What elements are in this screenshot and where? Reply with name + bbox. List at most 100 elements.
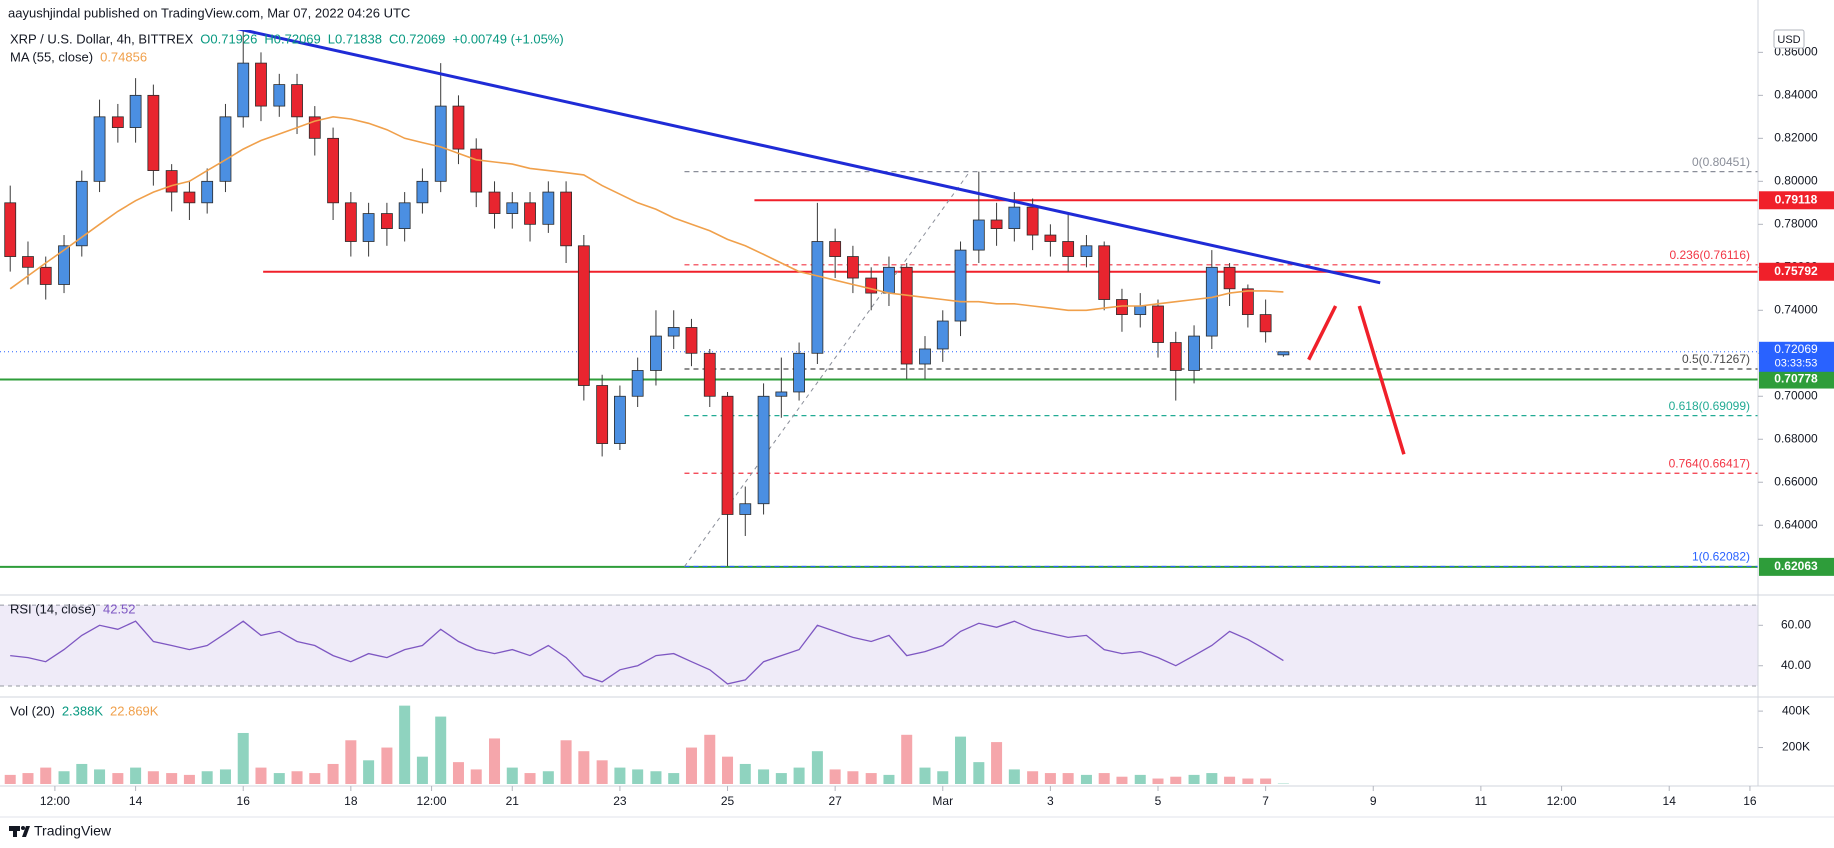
- x-tick-label: 5: [1155, 794, 1162, 808]
- y-tick-label: 0.68000: [1774, 431, 1818, 445]
- volume-bar: [739, 763, 751, 784]
- candle-body: [954, 249, 967, 322]
- candle-body: [1241, 288, 1254, 315]
- volume-bar: [273, 773, 285, 784]
- candle-body: [1080, 245, 1093, 257]
- ohlc-legend: H0.72069: [264, 31, 320, 46]
- candle-body: [129, 94, 142, 128]
- volume-bar: [4, 774, 16, 784]
- volume-bar: [650, 771, 662, 784]
- candle-body: [201, 180, 214, 204]
- volume-bar: [112, 773, 124, 784]
- x-tick-label: 14: [1663, 794, 1677, 808]
- x-tick-label: 12:00: [1547, 794, 1577, 808]
- volume-bar: [1027, 771, 1039, 784]
- volume-bar: [166, 773, 178, 784]
- candle-body: [273, 84, 286, 107]
- candle-body: [883, 266, 895, 294]
- volume-bar: [452, 762, 464, 784]
- y-tick-label: 0.70000: [1774, 388, 1818, 402]
- last-price-label: 0.72069: [1774, 342, 1818, 356]
- volume-bar: [632, 769, 644, 784]
- volume-bar: [94, 769, 106, 784]
- volume-bar: [1044, 773, 1056, 784]
- candle-body: [1008, 206, 1021, 230]
- volume-bar: [183, 774, 195, 784]
- candle-body: [1223, 266, 1236, 290]
- candle-body: [560, 191, 572, 247]
- level-tag-label: 0.62063: [1774, 559, 1818, 573]
- candle-body: [524, 202, 536, 225]
- candle-body: [219, 116, 232, 182]
- volume-bar: [524, 773, 536, 784]
- currency-box: [1773, 29, 1805, 49]
- x-tick-label: 25: [721, 794, 735, 808]
- candle-body: [829, 241, 842, 257]
- candle-body: [58, 245, 70, 285]
- candle-body: [1044, 234, 1057, 242]
- volume-bar: [345, 740, 357, 784]
- candle-body: [1098, 245, 1111, 300]
- volume-bar: [758, 769, 770, 784]
- volume-bar: [201, 771, 213, 784]
- volume-bar: [1098, 773, 1110, 784]
- candle-body: [846, 256, 859, 279]
- candle-body: [577, 245, 590, 386]
- last-price-tag: [1759, 341, 1834, 372]
- candle-body: [703, 352, 716, 397]
- x-tick-label: 12:00: [417, 794, 447, 808]
- footer-logo: TradingView: [9, 823, 112, 839]
- candle-body: [1062, 241, 1075, 257]
- candle-body: [362, 213, 375, 242]
- x-tick-label: 16: [1743, 794, 1757, 808]
- rsi-tick-label: 40.00: [1781, 658, 1811, 672]
- candle-body: [1134, 305, 1147, 315]
- candle-body: [739, 503, 752, 515]
- volume-bar: [255, 767, 267, 784]
- fib-label: 1(0.62082): [1692, 550, 1750, 564]
- candle-body: [1259, 314, 1272, 333]
- candle-body: [237, 62, 250, 118]
- level-tag: [1759, 262, 1834, 281]
- rsi-label: RSI (14, close): [10, 601, 96, 616]
- level-tag-label: 0.75792: [1774, 264, 1818, 278]
- candle-body: [398, 202, 411, 230]
- volume-pane: 200K 400K: [4, 703, 1810, 784]
- candle-body: [613, 395, 626, 444]
- candle-body: [685, 327, 698, 354]
- candle-body: [291, 84, 303, 118]
- candle-body: [811, 241, 824, 354]
- volume-bar: [58, 771, 70, 784]
- volume-label: Vol (20): [10, 703, 55, 718]
- volume-bar: [793, 767, 805, 784]
- rsi-tick-label: 60.00: [1781, 617, 1811, 631]
- volume-value: 22.869K: [110, 703, 159, 718]
- volume-bar: [130, 767, 142, 784]
- y-tick-label: 0.66000: [1774, 474, 1818, 488]
- x-tick-label: 12:00: [40, 794, 70, 808]
- volume-bar: [1188, 774, 1200, 784]
- volume-bar: [1080, 774, 1092, 784]
- candle-body: [865, 277, 878, 294]
- level-tag: [1759, 191, 1834, 210]
- volume-bar: [811, 751, 823, 784]
- y-tick-label: 0.84000: [1774, 88, 1818, 102]
- candle-body: [308, 116, 321, 139]
- candle-body: [75, 180, 88, 247]
- candle-body: [434, 105, 447, 182]
- x-tick-label: 18: [344, 794, 358, 808]
- x-tick-label: 27: [828, 794, 842, 808]
- volume-bar: [1152, 778, 1164, 784]
- volume-bar: [937, 771, 949, 784]
- candle-body: [470, 148, 483, 193]
- ma-line: [9, 115, 1284, 312]
- volume-bar: [76, 763, 88, 784]
- volume-bar: [470, 769, 482, 784]
- volume-bar: [22, 773, 34, 784]
- candle-body: [183, 191, 196, 204]
- axes: 0.640000.660000.680000.700000.720000.740…: [0, 0, 1834, 818]
- candle-body: [990, 219, 1003, 230]
- candle-body: [22, 256, 34, 268]
- volume-bar: [1116, 776, 1128, 784]
